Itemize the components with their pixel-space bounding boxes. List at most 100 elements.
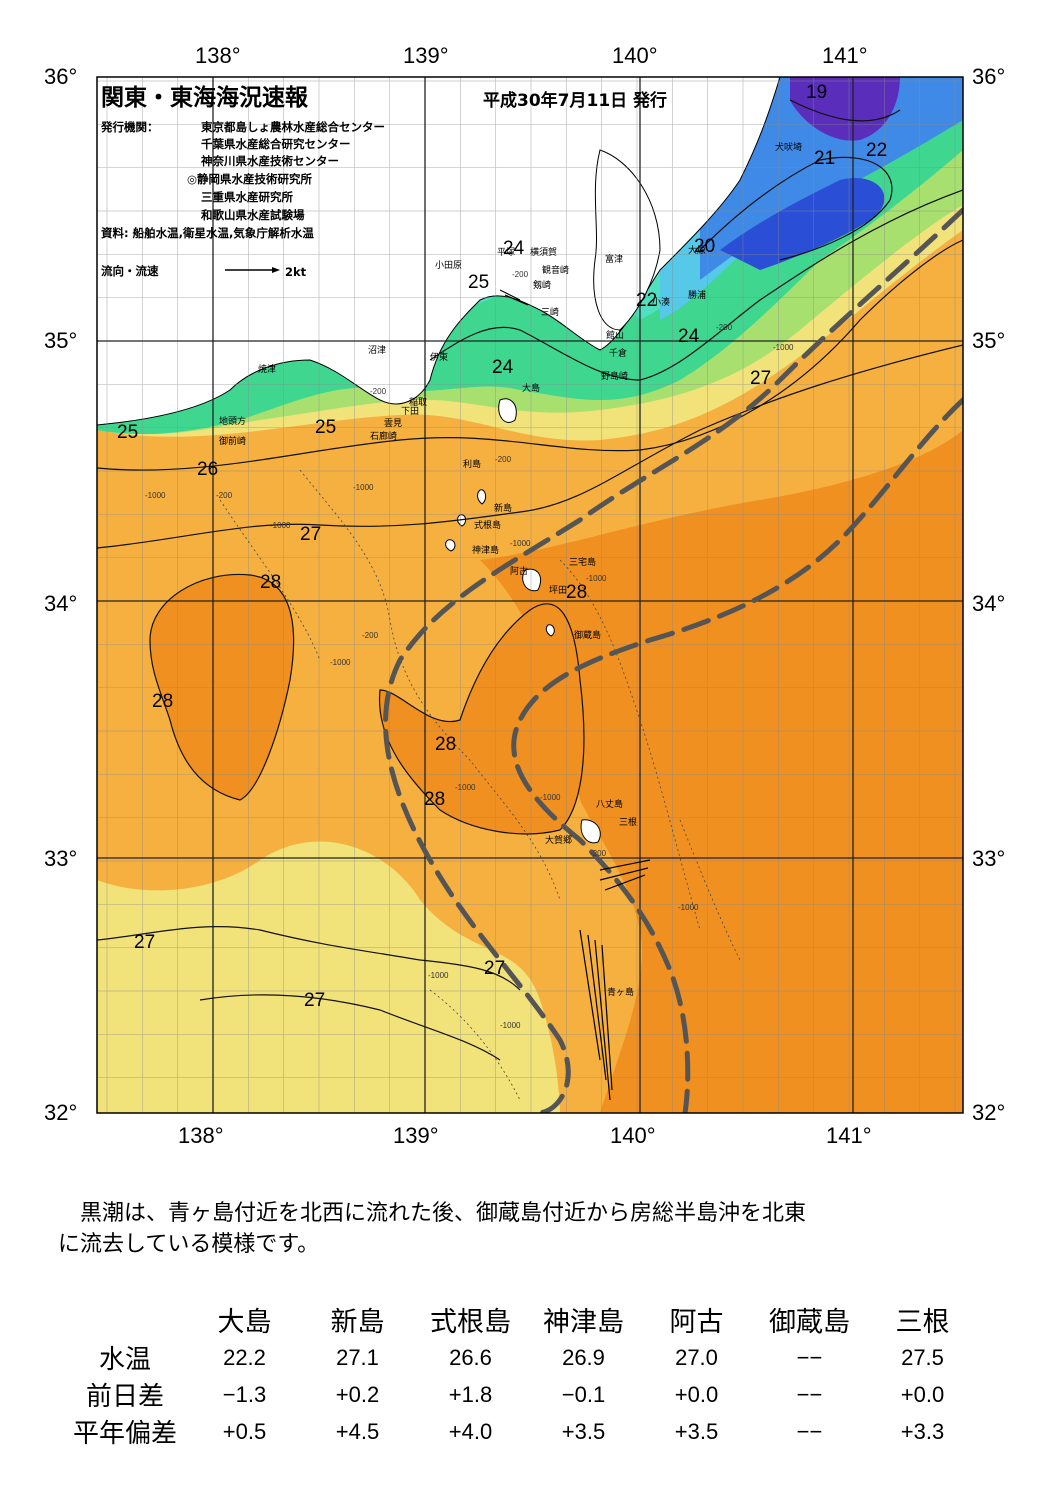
contour-label: 24 [678, 326, 700, 347]
place-label: 地頭方 [219, 415, 246, 427]
contour-label: 27 [750, 368, 771, 389]
island-temperature-table: 大島 新島 式根島 神津島 阿古 御蔵島 三根 水温 22.2 27.1 26.… [62, 1300, 979, 1450]
lat-label-left: 32° [44, 1100, 77, 1125]
table-cell: −1.3 [222, 1381, 267, 1407]
map-title: 関東・東海海況速報 [101, 84, 309, 111]
lon-label-bottom: 141° [826, 1123, 872, 1148]
table-cell: +0.0 [900, 1381, 945, 1407]
table-row: 平年偏差 +0.5 +4.5 +4.0 +3.5 +3.5 −− +3.3 [62, 1413, 979, 1450]
depth-label: -200 [362, 631, 379, 640]
place-label: 御蔵島 [574, 629, 601, 641]
lat-label-left: 34° [44, 591, 77, 616]
depth-label: -1000 [500, 1021, 521, 1030]
depth-label: -1000 [270, 521, 291, 530]
place-label: 雲見 [384, 418, 402, 429]
depth-label: -1000 [455, 783, 476, 792]
column-header: 御蔵島 [769, 1307, 850, 1338]
column-header: 新島 [330, 1307, 385, 1338]
table-cell: +0.0 [674, 1381, 719, 1407]
lat-label-left: 33° [44, 846, 77, 871]
table-row: 水温 22.2 27.1 26.6 26.9 27.0 −− 27.5 [62, 1339, 979, 1376]
place-label: 三根 [619, 816, 637, 828]
lon-label-bottom: 138° [178, 1123, 224, 1148]
table-cell: −0.1 [561, 1381, 606, 1407]
column-header: 神津島 [543, 1307, 624, 1338]
lon-label-bottom: 139° [393, 1123, 439, 1148]
place-label: 焼津 [258, 364, 276, 375]
place-label: 横須賀 [530, 246, 557, 258]
place-label: 剱崎 [533, 279, 551, 291]
place-label: 千倉 [609, 347, 627, 359]
lon-label-top: 140° [612, 43, 658, 68]
depth-label: -1000 [330, 658, 351, 667]
contour-label: 27 [300, 524, 321, 545]
place-label: 稲取 [409, 396, 427, 408]
column-header: 三根 [895, 1307, 950, 1338]
place-label: 小田原 [435, 260, 462, 271]
place-label: 青ヶ島 [607, 986, 634, 998]
place-label: 野島崎 [601, 370, 628, 382]
contour-label: 28 [260, 572, 281, 593]
table-cell: +0.5 [222, 1418, 267, 1444]
data-source: 資料: 船舶水温,衛星水温,気象庁解析水温 [101, 226, 314, 240]
place-label: 御前崎 [219, 435, 246, 447]
summary-line-2: に流去している模様です。 [58, 1232, 320, 1257]
issuer-item: 千葉県水産総合研究センター [201, 137, 351, 151]
table-cell: −− [796, 1344, 823, 1370]
table-cell: 27.5 [901, 1344, 944, 1370]
contour-label: 24 [503, 238, 525, 259]
contour-label: 21 [814, 148, 835, 169]
table-cell: +3.5 [561, 1418, 606, 1444]
lat-label-right: 32° [972, 1100, 1005, 1125]
issuer-item: 和歌山県水産試験場 [201, 208, 305, 222]
place-label: 小湊 [652, 296, 670, 308]
contour-label: 28 [424, 789, 445, 810]
lat-label-left: 35° [44, 328, 77, 353]
contour-label: 19 [806, 82, 827, 103]
depth-label: -200 [590, 849, 607, 858]
table-row: 前日差 −1.3 +0.2 +1.8 −0.1 +0.0 −− +0.0 [62, 1376, 979, 1413]
current-vectors [499, 289, 651, 1101]
contour-label: 22 [636, 290, 657, 311]
summary-line-1: 黒潮は、青ヶ島付近を北西に流れた後、御蔵島付近から房総半島沖を北東 [80, 1201, 807, 1226]
column-header: 大島 [217, 1307, 272, 1338]
lon-label-top: 138° [195, 43, 241, 68]
contour-label: 27 [304, 990, 325, 1011]
column-header: 式根島 [430, 1307, 511, 1338]
depth-label: -200 [716, 323, 733, 332]
lat-label-right: 34° [972, 591, 1005, 616]
depth-labels: -200 -200 -1000 -200 -200 -1000 -1000 -2… [145, 270, 794, 1030]
corner-cell [62, 1300, 188, 1339]
axis-labels: 138° 139° 140° 141° 138° 139° 140° 141° … [44, 43, 1005, 1148]
place-label: 下田 [401, 406, 419, 417]
depth-label: -200 [495, 455, 512, 464]
issuer-item: 三重県水産研究所 [201, 190, 293, 204]
row-header: 前日差 [85, 1382, 164, 1412]
lon-label-top: 139° [403, 43, 449, 68]
map-header: 関東・東海海況速報 平成30年7月11日 発行 発行機関： 東京都島しょ農林水産… [100, 84, 667, 279]
table-cell: +4.5 [335, 1418, 380, 1444]
depth-label: -1000 [353, 483, 374, 492]
row-header: 水温 [98, 1345, 151, 1375]
issue-date: 平成30年7月11日 発行 [483, 90, 667, 111]
place-label: 石廊崎 [370, 430, 397, 442]
contour-label: 26 [197, 459, 218, 480]
place-label: 利島 [463, 458, 481, 470]
place-label: 三宅島 [569, 556, 596, 568]
column-header: 阿古 [669, 1307, 724, 1338]
contour-label: 22 [866, 140, 887, 161]
issuer-item: 東京都島しょ農林水産総合センター [201, 120, 385, 134]
lon-label-top: 141° [822, 43, 868, 68]
table-cell: 26.9 [562, 1344, 605, 1370]
contour-label: 28 [566, 582, 587, 603]
fine-grid [97, 77, 963, 1113]
place-label: 勝浦 [688, 289, 706, 301]
sea-temperature-map: 138° 139° 140° 141° 138° 139° 140° 141° … [44, 43, 1005, 1148]
issuer-item: ◎静岡県水産技術研究所 [187, 172, 313, 186]
table-cell: +4.0 [448, 1418, 493, 1444]
contour-labels: 19 21 22 20 24 25 22 24 27 24 25 25 26 2… [117, 82, 887, 1011]
depth-label: -1000 [145, 491, 166, 500]
lon-label-bottom: 140° [610, 1123, 656, 1148]
depth-label: -200 [216, 491, 233, 500]
temperature-field [97, 77, 963, 1113]
